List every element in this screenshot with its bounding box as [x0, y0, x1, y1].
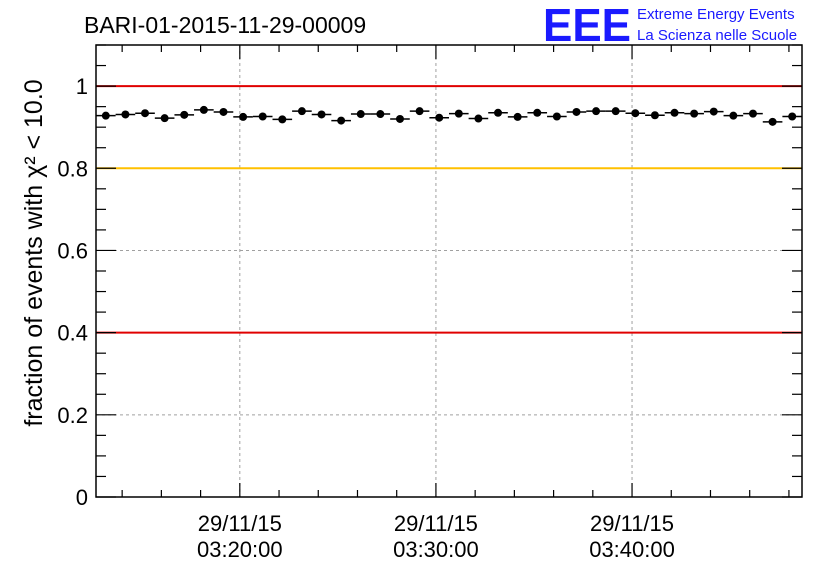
data-point	[258, 112, 267, 121]
y-tick-label-1: 0.2	[57, 403, 88, 428]
data-point	[748, 109, 757, 118]
data-point	[729, 111, 738, 120]
chart-title: BARI-01-2015-11-29-00009	[84, 12, 366, 38]
data-point	[788, 112, 797, 121]
data-series	[96, 105, 802, 126]
data-point	[376, 110, 385, 119]
reference-lines	[96, 85, 802, 334]
x-tick-date-0: 29/11/15	[198, 511, 282, 536]
eee-logo: EEE Extreme Energy Events La Scienza nel…	[543, 0, 797, 51]
data-point	[219, 107, 228, 116]
data-point	[121, 110, 130, 119]
x-tick-date-2: 29/11/15	[590, 511, 674, 536]
y-axis-label: fraction of events with χ² < 10.0	[20, 79, 48, 426]
data-point	[533, 108, 542, 117]
data-point	[356, 110, 365, 119]
data-point	[690, 109, 699, 118]
data-point	[494, 108, 503, 117]
x-tick-time-1: 03:30:00	[393, 537, 479, 562]
data-point	[592, 107, 601, 116]
data-point	[199, 105, 208, 114]
data-point	[650, 111, 659, 120]
data-point	[395, 114, 404, 123]
data-point	[454, 109, 463, 118]
data-point	[297, 107, 306, 116]
data-point	[631, 109, 640, 118]
data-point	[278, 115, 287, 124]
data-point	[552, 112, 561, 121]
x-axis: 29/11/1503:20:0029/11/1503:30:0029/11/15…	[121, 45, 790, 562]
y-axis: 0 0.2 0.4 0.6 0.8 1	[57, 44, 802, 510]
data-point	[611, 107, 620, 116]
data-point	[768, 117, 777, 126]
data-point	[474, 114, 483, 123]
data-point	[180, 110, 189, 119]
logo-line-2: La Scienza nelle Scuole	[637, 27, 797, 44]
y-tick-label-4: 0.8	[57, 156, 88, 181]
data-point	[709, 107, 718, 116]
y-tick-label-5: 1	[76, 74, 88, 99]
x-tick-time-0: 03:20:00	[197, 537, 283, 562]
data-point	[670, 108, 679, 117]
data-point	[435, 113, 444, 122]
y-tick-label-2: 0.4	[57, 321, 88, 346]
data-point	[513, 112, 522, 121]
logo-mark: EEE	[543, 0, 631, 51]
x-tick-time-2: 03:40:00	[589, 537, 675, 562]
data-point	[141, 109, 150, 118]
data-point	[160, 114, 169, 123]
y-tick-label-0: 0	[76, 485, 88, 510]
logo-line-1: Extreme Energy Events	[637, 6, 795, 23]
data-point	[239, 112, 248, 121]
x-tick-date-1: 29/11/15	[394, 511, 478, 536]
data-point	[101, 111, 110, 120]
data-point	[317, 110, 326, 119]
data-point	[337, 116, 346, 125]
data-point	[415, 107, 424, 116]
y-tick-label-3: 0.6	[57, 238, 88, 263]
data-point	[572, 107, 581, 116]
